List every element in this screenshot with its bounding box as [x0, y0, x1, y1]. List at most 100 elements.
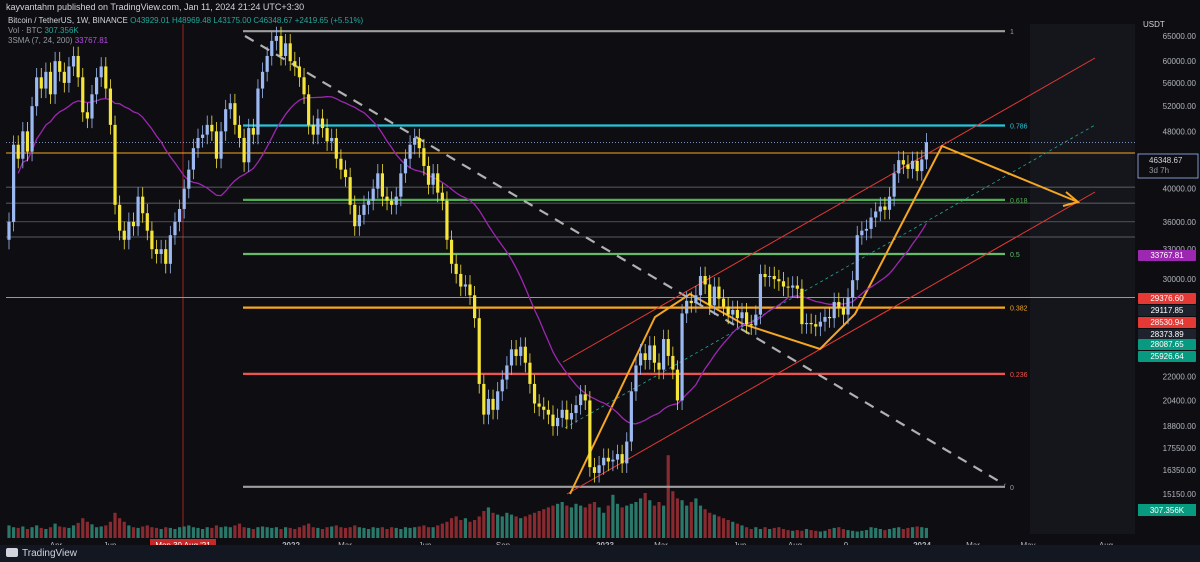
price-badge-value: 29117.85: [1151, 306, 1184, 315]
volume-bar: [431, 527, 435, 538]
candle-body: [237, 124, 242, 138]
candle: [99, 57, 103, 87]
candle-body: [422, 148, 426, 166]
legend-symbol-row: Bitcoin / TetherUS, 1W, BINANCE O43929.0…: [8, 16, 363, 26]
candles: [7, 26, 928, 483]
price-axis[interactable]: USDT 65000.00 60000.00 56000.00 52000.00 4800…: [1137, 14, 1200, 559]
volume-bar: [201, 529, 205, 538]
candle: [523, 337, 527, 373]
price-chart[interactable]: 1 0.786 0.618 0.5 0.382 0.236 0 USDT 65000.00 60…: [0, 14, 1200, 559]
volume-bar: [675, 498, 680, 538]
candle: [588, 391, 592, 477]
candle: [712, 277, 716, 315]
price-badge-box: [1138, 250, 1196, 261]
candle: [878, 197, 882, 222]
volume-bar: [509, 514, 514, 538]
candle-body: [449, 239, 454, 264]
candle: [726, 297, 730, 325]
candle: [127, 212, 131, 250]
volume-bar: [523, 516, 527, 538]
candle: [431, 164, 435, 195]
candle-body: [514, 349, 518, 356]
candle-body: [376, 173, 380, 189]
volume-bar: [768, 529, 772, 538]
candle: [648, 336, 652, 370]
candle: [39, 68, 43, 99]
candle-body: [523, 346, 527, 363]
candle-body: [44, 71, 48, 89]
candle-body: [431, 173, 435, 185]
volume-bar: [809, 530, 813, 538]
candle-body: [58, 61, 62, 72]
candle: [394, 187, 398, 215]
volume-badge-value: 307.356K: [1150, 506, 1185, 515]
volume-bar: [150, 527, 154, 538]
volume-bar: [851, 530, 855, 538]
volume-bar: [260, 526, 265, 538]
candle: [846, 288, 850, 325]
volume-bar: [399, 529, 403, 538]
volume-bar: [528, 514, 532, 538]
candle: [76, 46, 80, 87]
volume-bar: [127, 525, 131, 538]
price-badge-box: [1138, 305, 1196, 316]
candle: [555, 408, 560, 436]
volume-bar: [265, 527, 269, 538]
candle: [583, 385, 587, 411]
candle-body: [463, 284, 467, 287]
candle: [210, 115, 214, 141]
fib-retracement: 1 0.786 0.618 0.5 0.382 0.236 0: [243, 29, 1028, 492]
volume-bar: [251, 529, 255, 538]
candle: [777, 269, 781, 291]
price-tick-label: 65000.00: [1163, 32, 1197, 41]
volume-bar: [196, 527, 200, 538]
candle: [159, 239, 163, 264]
candle: [657, 353, 661, 380]
volume-bar: [408, 527, 412, 538]
grid: [182, 24, 1135, 538]
candle-body: [85, 112, 89, 119]
candle-body: [565, 409, 569, 420]
candle: [860, 221, 864, 245]
candle: [685, 291, 689, 324]
candle: [915, 151, 919, 181]
candle-body: [574, 405, 578, 414]
volume-bar: [131, 527, 136, 538]
volume-bar: [583, 507, 587, 538]
candle: [892, 164, 896, 207]
candle: [496, 382, 500, 420]
candle: [837, 292, 841, 318]
candle-body: [104, 66, 108, 89]
candle-body: [851, 280, 855, 298]
volume-bar: [887, 529, 892, 538]
volume-bar: [76, 522, 80, 538]
legend-symbol[interactable]: Bitcoin / TetherUS, 1W, BINANCE: [8, 16, 128, 25]
volume-bar: [113, 512, 117, 538]
candle: [869, 208, 873, 239]
volume-bar: [94, 527, 99, 538]
volume-bar: [491, 512, 495, 538]
volume-bar: [145, 525, 149, 538]
volume-bar: [403, 527, 408, 538]
volume-bar: [459, 520, 463, 538]
candle: [468, 275, 472, 305]
candle-body: [48, 71, 53, 95]
candle: [316, 109, 320, 145]
candle: [505, 356, 509, 390]
price-axis-bg: [1137, 14, 1200, 559]
candle-body: [897, 160, 901, 174]
volume-bar: [445, 521, 449, 538]
candle-body: [602, 457, 606, 466]
candle: [509, 340, 514, 376]
candle: [90, 85, 94, 129]
volume-bar: [233, 525, 237, 538]
candle-body: [698, 276, 703, 296]
volume-bar: [878, 529, 882, 538]
candle: [482, 374, 486, 425]
volume-bar: [168, 527, 172, 538]
candle: [440, 183, 444, 211]
legend-volume-label[interactable]: Vol · BTC: [8, 26, 43, 35]
volume-bar: [897, 527, 901, 538]
volume-bar: [758, 529, 763, 538]
legend-sma-label[interactable]: 3SMA (7, 24, 200): [8, 36, 73, 45]
